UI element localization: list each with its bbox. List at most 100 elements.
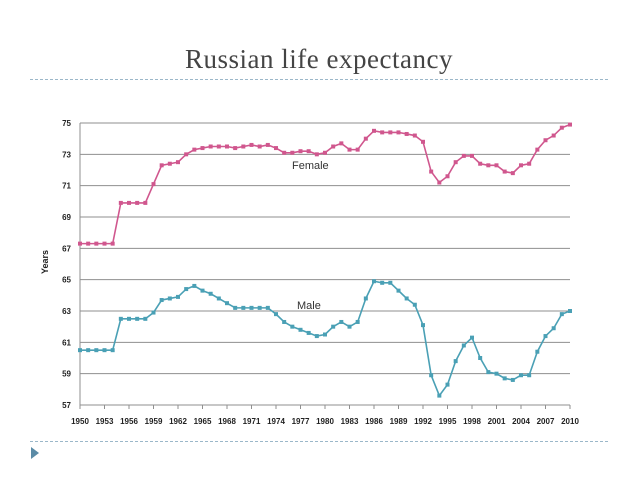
data-point-female: [216, 144, 221, 149]
x-tick-label: 1959: [145, 417, 163, 426]
data-point-female: [323, 150, 327, 155]
data-point-male: [192, 283, 197, 288]
x-tick-label: 1962: [169, 417, 187, 426]
data-point-female: [86, 241, 91, 246]
data-point-female: [192, 147, 197, 152]
data-point-male: [216, 296, 221, 301]
data-point-male: [290, 324, 295, 329]
data-point-female: [118, 200, 123, 205]
x-tick-label: 1986: [365, 417, 383, 426]
plot-area: [80, 123, 570, 405]
data-point-male: [437, 393, 442, 398]
data-point-male: [453, 359, 458, 364]
x-tick-label: 1950: [71, 417, 89, 426]
data-point-male: [274, 312, 278, 317]
data-point-female: [527, 161, 532, 166]
data-point-female: [102, 241, 107, 246]
data-point-male: [404, 296, 409, 301]
data-point-female: [486, 163, 491, 168]
data-point-male: [282, 319, 287, 324]
data-point-male: [502, 376, 507, 381]
data-point-male: [429, 373, 434, 378]
x-tick-label: 1953: [96, 417, 114, 426]
x-tick-label: 1998: [463, 417, 481, 426]
data-point-female: [225, 144, 229, 149]
data-point-male: [494, 371, 499, 376]
data-point-male: [527, 373, 532, 378]
data-point-male: [331, 324, 336, 329]
y-tick-label: 71: [62, 182, 71, 191]
data-point-female: [412, 133, 417, 138]
data-point-female: [396, 130, 401, 135]
data-point-male: [127, 316, 131, 321]
data-point-female: [470, 153, 474, 158]
data-point-female: [372, 128, 376, 133]
data-point-female: [110, 241, 115, 246]
x-tick-label: 1956: [120, 417, 138, 426]
data-point-female: [339, 141, 344, 146]
data-point-female: [94, 241, 99, 246]
gridlines: [79, 122, 571, 409]
data-point-male: [568, 309, 572, 313]
data-point-female: [559, 125, 564, 130]
y-tick-label: 65: [62, 276, 71, 285]
data-point-male: [355, 319, 360, 324]
data-point-male: [249, 305, 254, 310]
data-point-female: [274, 146, 278, 151]
data-point-female: [510, 171, 515, 176]
data-point-male: [363, 296, 368, 301]
data-point-male: [78, 348, 82, 353]
x-tick-label: 1989: [390, 417, 408, 426]
data-point-female: [404, 131, 409, 136]
data-point-female: [249, 142, 254, 147]
data-point-male: [86, 348, 91, 353]
data-point-female: [494, 163, 499, 168]
y-tick-label: 67: [62, 244, 71, 253]
data-point-female: [421, 139, 425, 144]
data-point-female: [127, 200, 131, 205]
data-point-female: [282, 150, 287, 155]
x-tick-label: 1983: [341, 417, 359, 426]
data-point-male: [200, 288, 205, 293]
x-tick-label: 1971: [243, 417, 261, 426]
data-point-female: [445, 174, 450, 179]
data-point-female: [388, 130, 393, 135]
data-point-male: [372, 279, 376, 284]
data-point-female: [314, 152, 319, 157]
data-point-male: [421, 323, 425, 328]
y-tick-label: 63: [62, 307, 71, 316]
x-tick-label: 1965: [194, 417, 212, 426]
data-point-female: [551, 133, 556, 138]
data-point-female: [78, 241, 82, 246]
footer-divider: [30, 441, 608, 442]
x-tick-label: 2010: [561, 417, 579, 426]
x-tick-label: 1974: [267, 417, 285, 426]
data-point-female: [502, 169, 507, 174]
data-point-female: [453, 160, 458, 165]
y-tick-label: 57: [62, 401, 71, 410]
x-tick-label: 1977: [292, 417, 310, 426]
data-point-female: [265, 142, 270, 147]
data-point-male: [118, 316, 123, 321]
data-point-female: [159, 163, 164, 168]
data-point-male: [510, 377, 515, 382]
data-point-female: [535, 147, 540, 152]
data-point-female: [461, 153, 466, 158]
data-point-male: [347, 324, 352, 329]
data-point-female: [331, 144, 336, 149]
data-point-female: [306, 149, 311, 154]
x-tick-label: 1968: [218, 417, 236, 426]
x-tick-label: 2001: [488, 417, 506, 426]
data-point-male: [535, 349, 540, 354]
data-point-female: [167, 161, 172, 166]
data-point-male: [241, 305, 246, 310]
data-point-male: [167, 296, 172, 301]
data-point-male: [314, 334, 319, 339]
data-point-male: [519, 373, 523, 378]
data-point-female: [184, 152, 189, 157]
data-point-male: [380, 280, 385, 285]
x-tick-label: 1992: [414, 417, 432, 426]
series-label-male: Male: [297, 300, 321, 312]
data-point-female: [135, 200, 140, 205]
